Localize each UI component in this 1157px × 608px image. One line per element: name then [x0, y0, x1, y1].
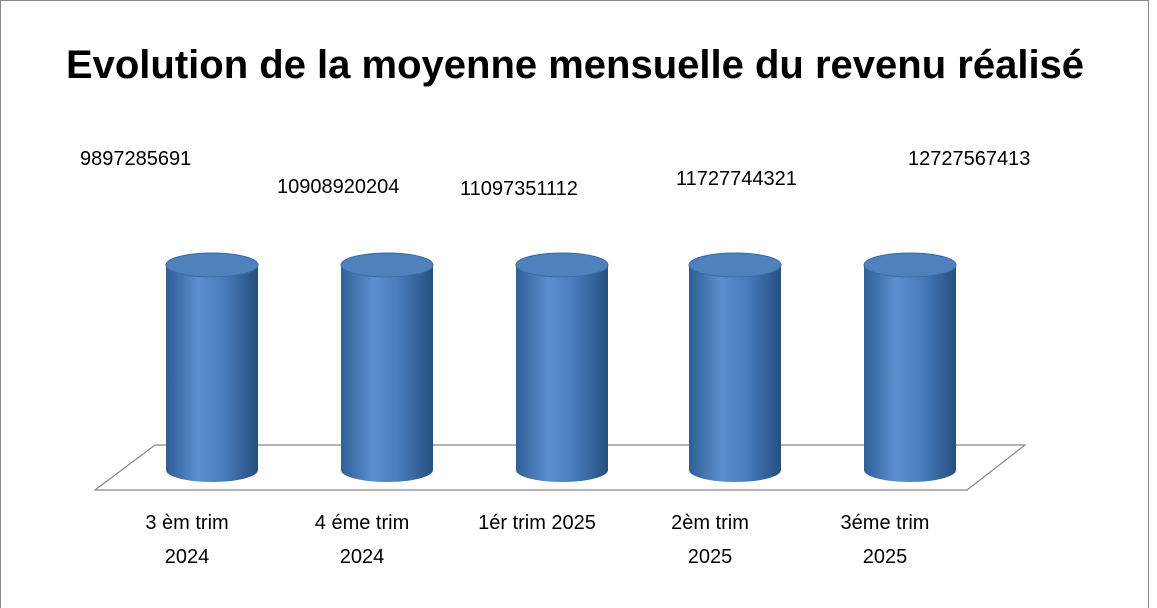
- x-tick-label: 4 éme trim 2024: [314, 512, 410, 568]
- bar: [165, 252, 259, 482]
- bar: [688, 252, 782, 482]
- bar: [863, 252, 957, 482]
- chart-title: Evolution de la moyenne mensuelle du rev…: [65, 43, 1085, 87]
- data-label: 11727744321: [676, 168, 797, 190]
- x-tick-label: 3 èm trim 2024: [145, 512, 229, 568]
- x-tick-label: 2èm trim 2025: [671, 512, 749, 568]
- bar: [340, 252, 434, 482]
- data-label: 11097351112: [460, 178, 578, 200]
- data-label: 9897285691: [80, 148, 192, 170]
- x-tick-label: 3éme trim 2025: [840, 512, 930, 568]
- bar: [515, 252, 609, 482]
- x-tick-label: 1ér trim 2025: [478, 512, 596, 534]
- floor: [93, 444, 1027, 491]
- data-label: 10908920204: [277, 176, 400, 198]
- data-label: 12727567413: [908, 148, 1031, 170]
